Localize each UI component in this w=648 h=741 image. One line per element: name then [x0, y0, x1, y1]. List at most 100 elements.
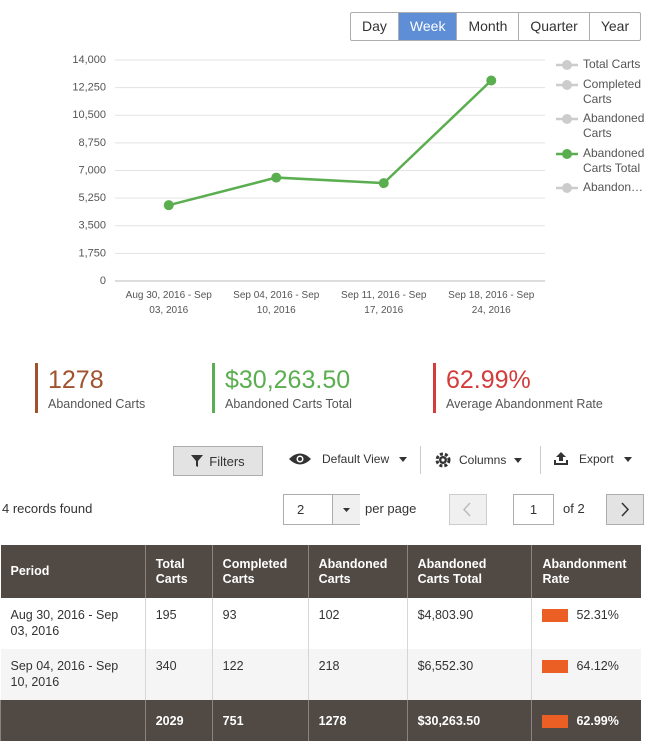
- stat: $30,263.50 Abandoned Carts Total: [212, 363, 352, 413]
- header-row: Period Total Carts Completed Carts Abandone…: [0, 545, 641, 598]
- page-count: of 2: [563, 501, 585, 516]
- export-label: Export: [579, 452, 614, 466]
- export-icon: [554, 452, 568, 465]
- column-header: Abandoned Carts: [307, 545, 408, 598]
- tab[interactable]: Year: [588, 13, 640, 40]
- stat-value: 1278: [48, 366, 104, 394]
- separator: [420, 446, 421, 474]
- select-toggle[interactable]: [332, 495, 360, 524]
- data-point: [163, 200, 174, 211]
- table-cell: 340: [144, 649, 213, 700]
- legend-label: Abandoned Carts Total: [583, 146, 645, 175]
- stat-value: 62.99%: [446, 366, 531, 394]
- column-header: Period: [0, 545, 146, 598]
- table-cell: 218: [307, 649, 408, 700]
- totals-row: 2029 751 1278 $30,263.50 62.99%: [0, 700, 641, 741]
- table-cell: [0, 700, 146, 741]
- per-page-select[interactable]: 2: [283, 494, 360, 525]
- total-cell: 62.99%: [531, 700, 641, 741]
- total-cell: 751: [211, 700, 309, 741]
- stat-label: Abandoned Carts Total: [225, 397, 352, 411]
- per-page-value: 2: [297, 502, 305, 517]
- stat-label: Average Abandonment Rate: [446, 397, 603, 411]
- y-tick-label: 3,500: [78, 220, 106, 232]
- prev-page[interactable]: [449, 494, 487, 525]
- table-cell: $4,803.90: [406, 598, 532, 649]
- caret: [623, 456, 632, 462]
- table-cell: 64.12%: [531, 649, 641, 700]
- column-header: Total Carts: [144, 545, 213, 598]
- stat: 62.99% Average Abandonment Rate: [433, 363, 603, 413]
- tab[interactable]: Day: [362, 18, 387, 34]
- legend-marker: [562, 183, 572, 193]
- table-cell: Sep 04, 2016 - Sep 10, 2016: [0, 649, 146, 700]
- total-cell: $30,263.50: [406, 700, 532, 741]
- table-row: Aug 30, 2016 - Sep 03, 2016 195 93 102 $4,80…: [1, 598, 641, 649]
- table-cell: 93: [211, 598, 309, 649]
- table-row: Sep 04, 2016 - Sep 10, 2016 340 122 218 $6,5…: [0, 649, 641, 700]
- filters-label: Filters: [209, 453, 245, 469]
- rate-bar: [542, 714, 569, 728]
- series-line: [168, 79, 493, 207]
- tab[interactable]: Quarter: [518, 13, 588, 40]
- page-input[interactable]: 1: [513, 494, 554, 525]
- legend-label: Abandoned Carts: [583, 111, 645, 140]
- y-tick-label: 5,250: [78, 192, 106, 204]
- table-cell: $6,552.30: [406, 649, 532, 700]
- y-tick-label: 8,750: [78, 137, 106, 149]
- filter-icon: [191, 455, 204, 467]
- y-tick-label: 14,000: [72, 54, 106, 66]
- y-tick-label: 1,750: [78, 247, 106, 259]
- table-cell: 102: [307, 598, 408, 649]
- columns-label: Columns: [459, 453, 507, 467]
- rate-bar: [542, 609, 569, 623]
- per-page-label: per page: [365, 501, 417, 516]
- y-tick-label: 10,500: [72, 109, 106, 121]
- column-header: Completed Carts: [211, 545, 309, 598]
- y-tick-label: 0: [100, 275, 106, 287]
- separator: [540, 446, 541, 474]
- legend-label: Total Carts: [583, 57, 641, 71]
- x-tick-label: Sep 18, 2016 - Sep 24, 2016: [448, 290, 535, 316]
- view-dropdown[interactable]: Default View: [288, 452, 408, 466]
- column-header: Abandoned Carts Total: [406, 545, 532, 598]
- period-tabs: Day Week Month Quarter Year: [350, 12, 642, 41]
- legend-label: Completed Carts: [583, 77, 642, 106]
- stat-value: $30,263.50: [225, 366, 351, 394]
- legend-marker: [562, 114, 572, 124]
- y-tick-label: 7,000: [78, 164, 106, 176]
- filters-button[interactable]: Filters: [173, 446, 263, 476]
- data-point: [378, 178, 389, 189]
- table-cell: 122: [211, 649, 309, 700]
- view-label: Default View: [322, 452, 390, 466]
- records-found: 4 records found: [2, 501, 93, 516]
- legend-marker: [562, 149, 572, 159]
- total-cell: 1278: [307, 700, 408, 741]
- eye-icon: [289, 453, 311, 465]
- columns-dropdown[interactable]: Columns: [435, 452, 523, 468]
- x-tick-label: Aug 30, 2016 - Sep 03, 2016: [125, 290, 212, 316]
- next-icon: [621, 502, 630, 517]
- data-point: [486, 75, 497, 86]
- tab[interactable]: Month: [456, 13, 518, 40]
- export-dropdown[interactable]: Export: [553, 452, 632, 466]
- table-cell: 195: [144, 598, 213, 649]
- legend-marker: [562, 80, 572, 90]
- table-cell: 52.31%: [531, 598, 641, 649]
- report-table: Period Total Carts Completed Carts Abandone…: [0, 545, 641, 741]
- next-page[interactable]: [606, 494, 644, 525]
- legend-label: Abandon…: [583, 180, 644, 194]
- tab[interactable]: Week: [397, 13, 457, 40]
- gear-icon: [435, 452, 451, 468]
- stat: 1278 Abandoned Carts: [35, 363, 145, 413]
- y-tick-label: 12,250: [72, 82, 106, 94]
- prev-icon: [462, 502, 471, 517]
- legend-marker: [562, 60, 572, 70]
- column-header: Abandonment Rate: [531, 545, 641, 598]
- x-tick-label: Sep 11, 2016 - Sep 17, 2016: [341, 290, 427, 316]
- caret: [343, 508, 350, 512]
- caret: [399, 456, 408, 462]
- stat-label: Abandoned Carts: [48, 397, 146, 411]
- caret: [514, 457, 523, 463]
